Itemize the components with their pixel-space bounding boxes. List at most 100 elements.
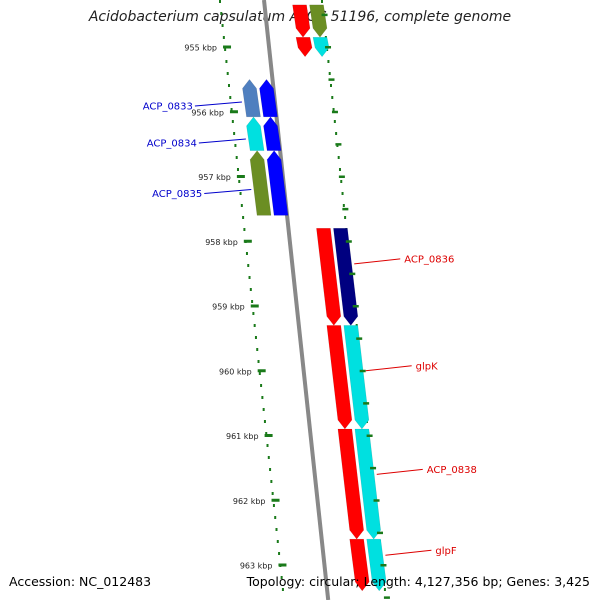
inner-dotted-guide bbox=[243, 228, 246, 231]
minor-tick bbox=[352, 305, 359, 308]
tick-label-960: 960 kbp bbox=[219, 367, 252, 376]
inner-dotted-guide bbox=[242, 216, 245, 219]
glpk-inner-arrow bbox=[343, 325, 370, 430]
glpf-outer-arrow bbox=[349, 538, 370, 592]
acp_0838-label: ACP_0838 bbox=[427, 465, 477, 476]
acp_0836-inner-arrow bbox=[333, 228, 359, 326]
glpk-label: glpK bbox=[416, 361, 438, 372]
acp_0833-label: ACP_0833 bbox=[143, 102, 193, 113]
tick-label-957: 957 kbp bbox=[198, 173, 231, 182]
acp_0835-leader bbox=[204, 188, 252, 194]
inner-dotted-guide bbox=[261, 396, 264, 399]
inner-dotted-guide bbox=[265, 432, 268, 435]
inner-dotted-guide bbox=[263, 420, 266, 423]
tick-955 bbox=[223, 45, 232, 49]
minor-tick bbox=[342, 207, 349, 211]
tick-957 bbox=[236, 175, 245, 178]
minor-tick bbox=[345, 240, 352, 243]
tick-label-963: 963 kbp bbox=[240, 562, 273, 571]
outer-dotted-guide bbox=[321, 0, 323, 3]
inner-dotted-guide bbox=[222, 36, 225, 39]
accession-text: Accession: NC_012483 bbox=[9, 574, 152, 589]
summary-text: Topology: circular; Length: 4,127,356 bp… bbox=[246, 574, 590, 589]
inner-dotted-guide bbox=[236, 168, 239, 171]
tick-label-959: 959 kbp bbox=[212, 303, 245, 312]
inner-dotted-guide bbox=[275, 528, 278, 531]
outer-dotted-guide bbox=[340, 180, 343, 183]
minor-tick bbox=[376, 531, 383, 535]
minor-tick bbox=[335, 143, 342, 146]
inner-dotted-guide bbox=[247, 264, 250, 267]
tick-label-956: 956 kbp bbox=[191, 108, 224, 117]
inner-dotted-guide bbox=[249, 288, 252, 291]
inner-dotted-guide bbox=[281, 588, 284, 591]
inner-dotted-guide bbox=[231, 120, 234, 123]
acp_0835-label: ACP_0835 bbox=[152, 189, 202, 200]
minor-tick bbox=[328, 78, 335, 81]
minor-tick bbox=[363, 402, 370, 405]
inner-dotted-guide bbox=[276, 540, 279, 543]
minor-tick bbox=[338, 175, 345, 178]
acp_0838-outer-arrow bbox=[337, 428, 364, 540]
inner-dotted-guide bbox=[235, 156, 238, 159]
inner-dotted-guide bbox=[234, 144, 237, 147]
feature-0-outer-arrow bbox=[292, 4, 311, 38]
inner-dotted-guide bbox=[280, 576, 283, 579]
tick-959 bbox=[250, 304, 259, 308]
glpk-outer-arrow bbox=[326, 325, 353, 430]
inner-dotted-guide bbox=[220, 12, 223, 15]
scale-ticks: 955 kbp 956 kbp 957 kbp 958 kbp 959 kbp 960 k… bbox=[184, 13, 390, 599]
outer-dotted-guide bbox=[383, 588, 386, 591]
glpf-inner-arrow bbox=[366, 538, 387, 592]
acp_0834-leader bbox=[198, 138, 246, 144]
outer-dotted-guide bbox=[327, 60, 330, 63]
outer-dotted-guide bbox=[332, 108, 335, 111]
minor-tick bbox=[383, 596, 390, 599]
inner-dotted-guide bbox=[271, 492, 274, 495]
minor-tick bbox=[373, 499, 380, 502]
minor-tick bbox=[380, 564, 387, 567]
outer-dotted-guide bbox=[329, 84, 332, 87]
outer-dotted-guide bbox=[344, 216, 347, 219]
inner-dotted-guide bbox=[230, 108, 233, 111]
outer-dotted-guide bbox=[337, 156, 340, 159]
inner-dotted-guide bbox=[252, 312, 255, 315]
tick-958 bbox=[243, 239, 252, 243]
inner-dotted-guide bbox=[274, 516, 277, 519]
feature-0-inner-arrow bbox=[309, 4, 328, 38]
inner-dotted-guide bbox=[278, 552, 281, 555]
outer-dotted-guide bbox=[335, 132, 338, 135]
inner-dotted-guide bbox=[258, 372, 261, 375]
gene-features bbox=[242, 4, 387, 592]
inner-dotted-guide bbox=[248, 276, 251, 279]
inner-dotted-guide bbox=[229, 96, 232, 99]
inner-dotted-guide bbox=[226, 72, 229, 75]
inner-dotted-guide bbox=[272, 504, 275, 507]
tick-label-955: 955 kbp bbox=[184, 44, 217, 53]
acp_0833-leader bbox=[194, 101, 242, 107]
acp_0835-outer-arrow bbox=[249, 150, 272, 216]
acp_0836-label: ACP_0836 bbox=[404, 254, 454, 265]
acp_0836-leader bbox=[354, 258, 401, 265]
minor-tick bbox=[370, 466, 377, 470]
acp_0835-inner-arrow bbox=[266, 150, 289, 216]
inner-dotted-guide bbox=[224, 48, 227, 51]
inner-dotted-guide bbox=[233, 132, 236, 135]
minor-tick bbox=[366, 434, 373, 437]
inner-dotted-guide bbox=[225, 60, 228, 63]
tick-960 bbox=[257, 369, 266, 373]
inner-dotted-guide bbox=[267, 456, 270, 459]
tick-956 bbox=[229, 110, 238, 114]
minor-tick bbox=[359, 369, 366, 373]
inner-dotted-guide bbox=[253, 324, 256, 327]
outer-dotted-guide bbox=[338, 168, 341, 171]
inner-dotted-guide bbox=[266, 444, 269, 447]
acp_0836-outer-arrow bbox=[316, 228, 342, 326]
outer-dotted-guide bbox=[333, 120, 336, 123]
glpk-leader bbox=[365, 365, 412, 372]
inner-dotted-guide bbox=[270, 480, 273, 483]
minor-tick bbox=[356, 337, 363, 340]
feature-1-outer-arrow bbox=[295, 37, 313, 58]
inner-dotted-guide bbox=[269, 468, 272, 471]
